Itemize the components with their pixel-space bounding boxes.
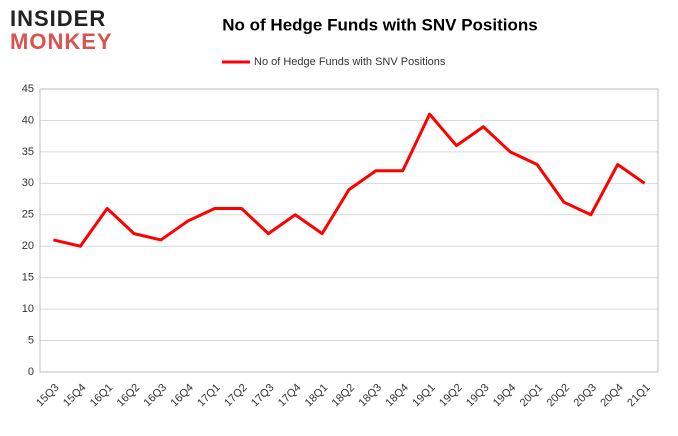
chart-title: No of Hedge Funds with SNV Positions [222, 15, 537, 34]
plot-border [39, 88, 659, 373]
y-tick-label: 20 [22, 240, 34, 252]
y-tick-label: 0 [28, 366, 34, 378]
y-tick-label: 35 [22, 146, 34, 158]
y-tick-label: 15 [22, 272, 34, 284]
y-tick-label: 40 [22, 114, 34, 126]
y-tick-label: 5 [28, 334, 34, 346]
y-tick-label: 10 [22, 303, 34, 315]
y-tick-label: 25 [22, 209, 34, 221]
y-tick-label: 30 [22, 177, 34, 189]
logo-top: INSIDER [10, 6, 106, 31]
line-series [53, 112, 646, 248]
logo-bottom: MONKEY [10, 29, 113, 54]
y-tick-label: 45 [22, 83, 34, 95]
legend-label: No of Hedge Funds with SNV Positions [254, 56, 446, 68]
